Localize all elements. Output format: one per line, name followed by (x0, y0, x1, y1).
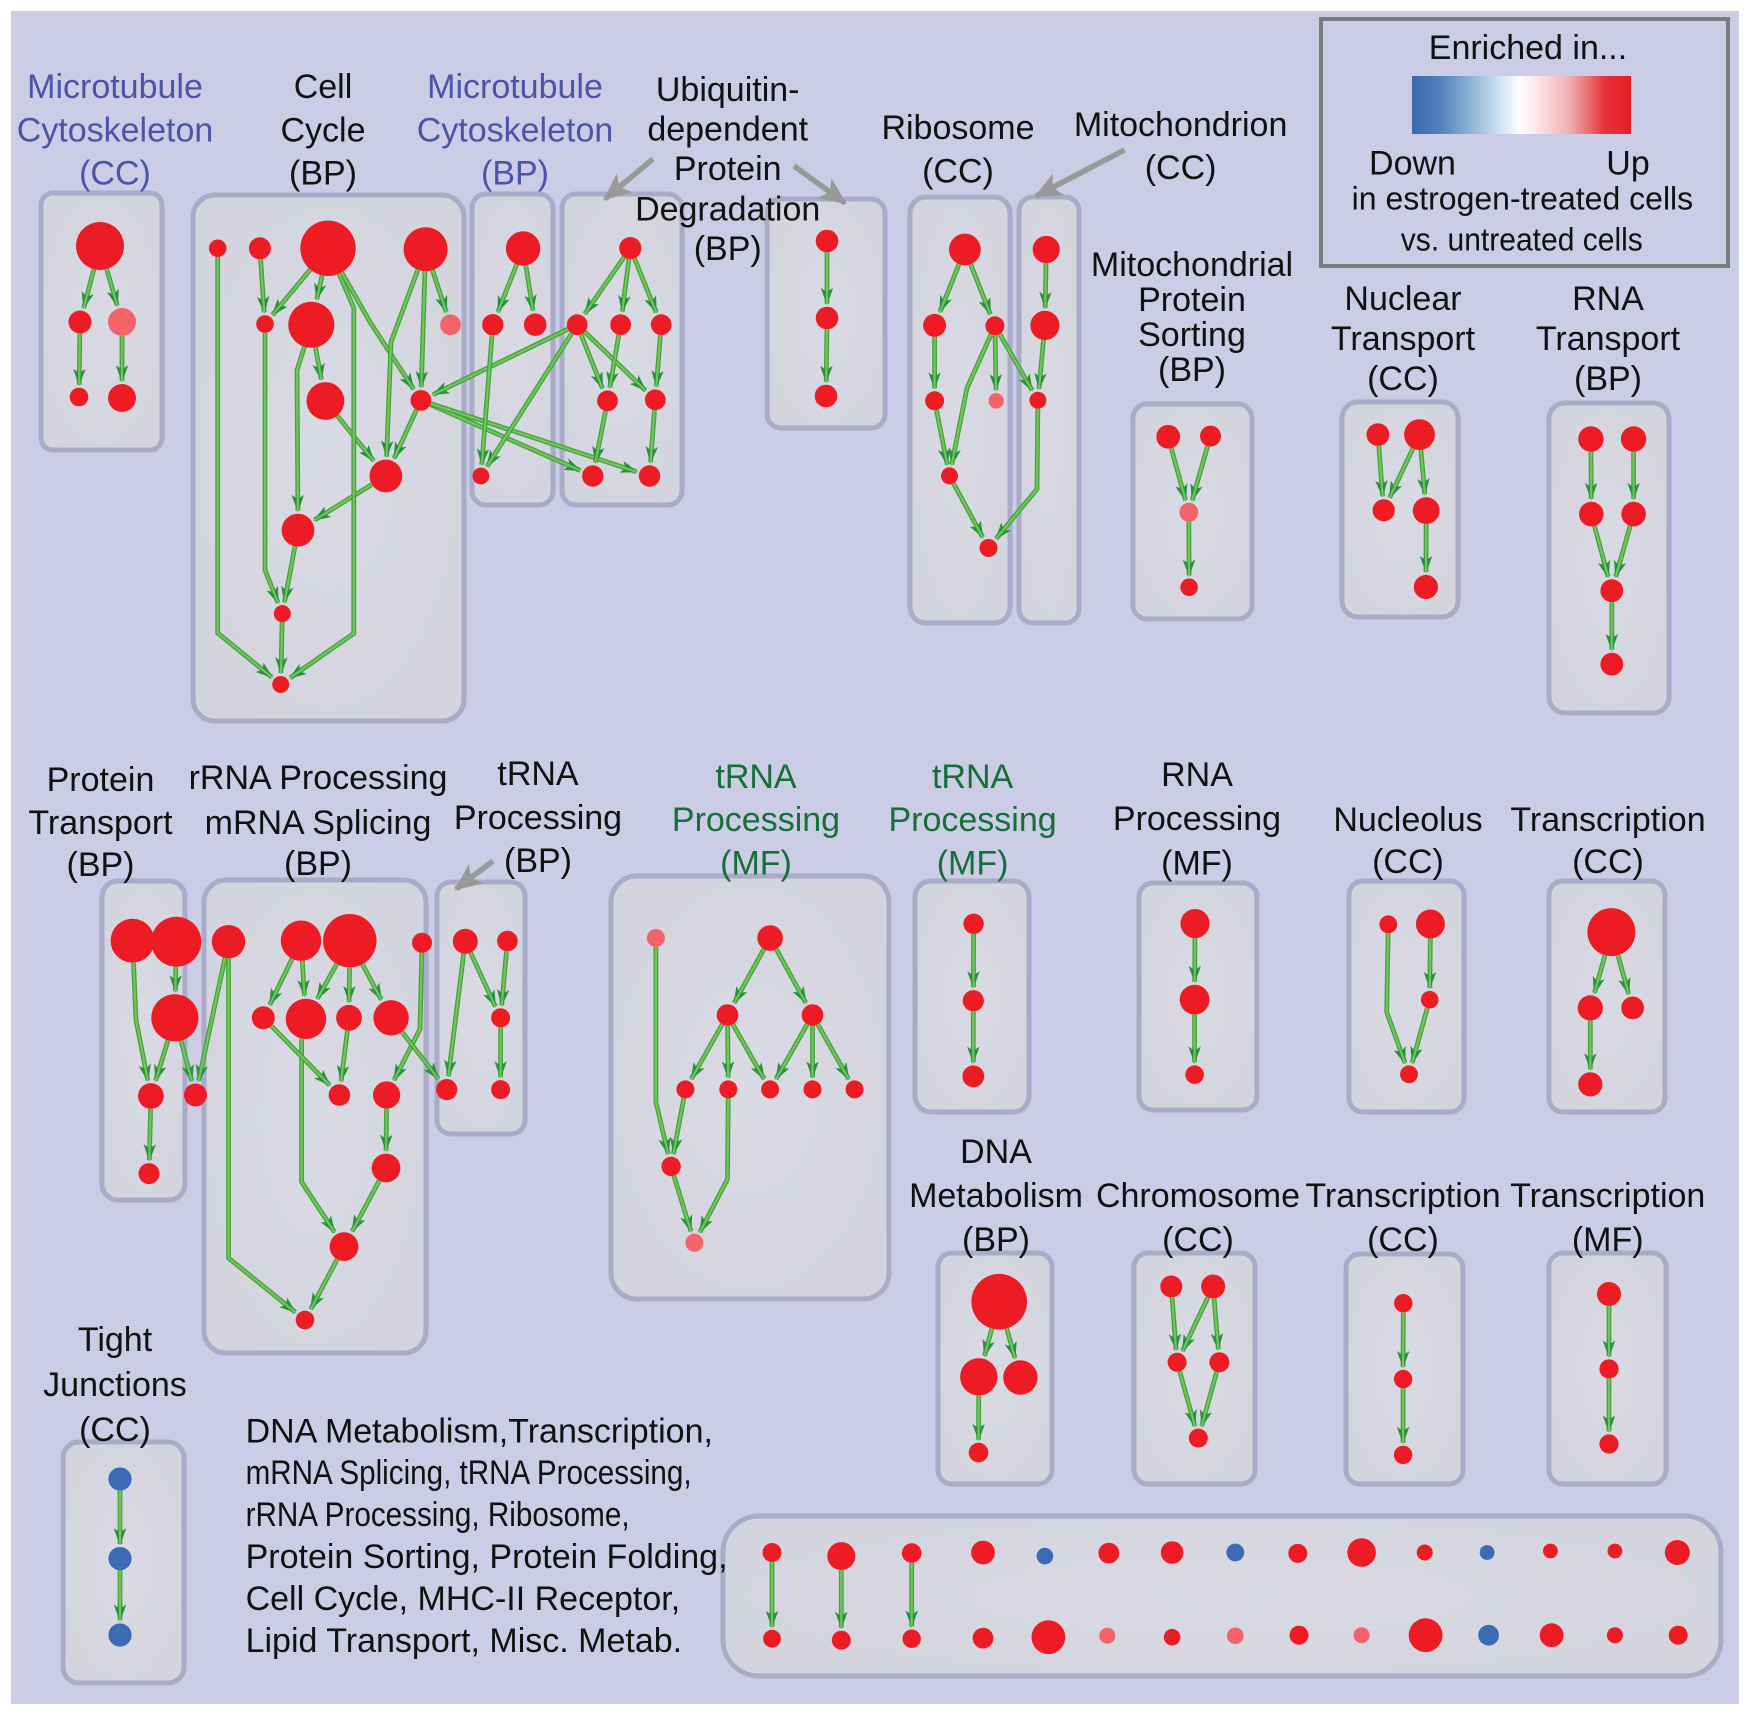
svg-text:(CC): (CC) (1572, 843, 1644, 881)
svg-text:tRNA: tRNA (497, 755, 579, 793)
svg-text:Processing: Processing (1113, 800, 1281, 838)
svg-text:Cytoskeleton: Cytoskeleton (17, 112, 214, 150)
svg-text:Protein: Protein (1138, 281, 1246, 319)
svg-text:(CC): (CC) (1162, 1221, 1234, 1259)
svg-text:RNA: RNA (1572, 280, 1644, 318)
svg-text:(CC): (CC) (1145, 149, 1217, 187)
svg-text:Microtubule: Microtubule (27, 68, 203, 106)
svg-text:Cell Cycle, MHC-II Receptor,: Cell Cycle, MHC-II Receptor, (246, 1580, 681, 1618)
svg-text:Lipid Transport, Misc. Metab.: Lipid Transport, Misc. Metab. (246, 1622, 683, 1660)
svg-text:Degradation: Degradation (635, 191, 820, 229)
svg-text:Transcription: Transcription (1510, 1177, 1705, 1215)
svg-text:DNA: DNA (960, 1133, 1032, 1171)
svg-text:Processing: Processing (888, 801, 1056, 839)
svg-text:Microtubule: Microtubule (427, 68, 603, 106)
svg-text:(CC): (CC) (1367, 360, 1439, 398)
svg-text:(BP): (BP) (289, 155, 357, 193)
svg-text:(CC): (CC) (1367, 1221, 1439, 1259)
svg-text:(MF): (MF) (937, 845, 1009, 883)
svg-text:in estrogen-treated cells: in estrogen-treated cells (1352, 180, 1694, 216)
svg-text:Mitochondrial: Mitochondrial (1091, 246, 1293, 284)
svg-text:(BP): (BP) (694, 230, 762, 268)
svg-text:Mitochondrion: Mitochondrion (1074, 106, 1288, 144)
svg-text:Transcription: Transcription (1305, 1177, 1500, 1215)
svg-text:Chromosome: Chromosome (1096, 1177, 1300, 1215)
svg-text:Protein Sorting, Protein Foldi: Protein Sorting, Protein Folding, (246, 1538, 728, 1576)
svg-text:mRNA Splicing, tRNA Processing: mRNA Splicing, tRNA Processing, (246, 1454, 692, 1492)
svg-text:Transport: Transport (1331, 320, 1476, 358)
svg-text:(BP): (BP) (1158, 351, 1226, 389)
svg-text:Cytoskeleton: Cytoskeleton (417, 112, 614, 150)
svg-text:Ribosome: Ribosome (881, 109, 1034, 147)
svg-text:(CC): (CC) (1372, 843, 1444, 881)
svg-text:(MF): (MF) (720, 845, 792, 883)
svg-text:Nucleolus: Nucleolus (1333, 801, 1482, 839)
svg-text:Tight: Tight (78, 1321, 153, 1359)
svg-text:Up: Up (1606, 145, 1649, 183)
svg-text:Protein: Protein (47, 761, 155, 799)
svg-text:DNA Metabolism,Transcription,: DNA Metabolism,Transcription, (246, 1412, 713, 1450)
svg-text:(BP): (BP) (504, 842, 572, 880)
svg-text:(BP): (BP) (67, 846, 135, 884)
svg-text:Cycle: Cycle (280, 112, 365, 150)
svg-text:Down: Down (1369, 145, 1456, 183)
svg-text:Nuclear: Nuclear (1344, 280, 1461, 318)
svg-text:Processing: Processing (672, 801, 840, 839)
svg-text:mRNA Splicing: mRNA Splicing (205, 804, 432, 842)
svg-text:rRNA Processing, Ribosome,: rRNA Processing, Ribosome, (246, 1496, 630, 1534)
svg-text:vs. untreated cells: vs. untreated cells (1401, 221, 1643, 257)
svg-text:Transport: Transport (1536, 320, 1681, 358)
svg-text:Sorting: Sorting (1138, 316, 1246, 354)
svg-text:(BP): (BP) (481, 155, 549, 193)
svg-text:(MF): (MF) (1572, 1221, 1644, 1259)
svg-text:Enriched in...: Enriched in... (1429, 29, 1627, 67)
svg-text:(CC): (CC) (79, 155, 151, 193)
svg-text:Processing: Processing (454, 799, 622, 837)
svg-text:(CC): (CC) (79, 1411, 151, 1449)
svg-text:dependent: dependent (647, 111, 808, 149)
svg-text:(BP): (BP) (284, 845, 352, 883)
svg-text:(MF): (MF) (1161, 845, 1233, 883)
svg-text:(CC): (CC) (922, 153, 994, 191)
svg-text:Protein: Protein (674, 150, 782, 188)
svg-text:(BP): (BP) (962, 1221, 1030, 1259)
svg-text:Transcription: Transcription (1510, 801, 1705, 839)
svg-text:rRNA Processing: rRNA Processing (189, 759, 448, 797)
svg-text:Ubiquitin-: Ubiquitin- (656, 71, 800, 109)
svg-text:Transport: Transport (28, 804, 173, 842)
svg-text:Metabolism: Metabolism (909, 1177, 1083, 1215)
svg-text:Junctions: Junctions (43, 1366, 187, 1404)
svg-text:tRNA: tRNA (715, 758, 797, 796)
svg-text:tRNA: tRNA (932, 758, 1014, 796)
svg-text:Cell: Cell (294, 68, 353, 106)
svg-text:(BP): (BP) (1574, 360, 1642, 398)
svg-text:RNA: RNA (1161, 756, 1233, 794)
